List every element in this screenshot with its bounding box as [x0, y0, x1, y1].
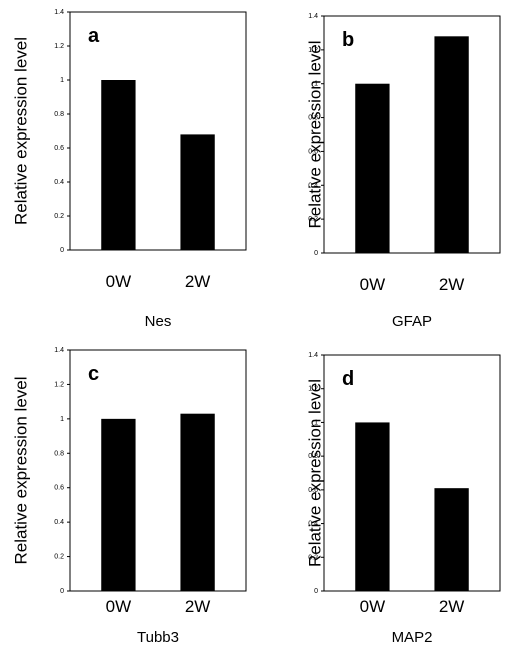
x-axis-label: GFAP	[392, 313, 432, 330]
y-axis-label: Relative expression level	[11, 376, 30, 564]
plot-frame	[69, 11, 247, 251]
y-tick-label: 1.4	[54, 347, 64, 354]
bar-2w	[180, 413, 215, 591]
y-tick-label: 0.2	[308, 216, 318, 223]
y-tick-label: 0.4	[54, 519, 64, 526]
chart-panel-a: 0 0.2 0.4 0.6 0.8 1 1.2 1.4 0W 2W a Relative expres…	[11, 9, 247, 330]
y-tick-label: 1.4	[54, 9, 64, 16]
x-axis-label: MAP2	[392, 629, 433, 646]
y-tick-label: 0.6	[308, 148, 318, 155]
y-tick-label: 1.2	[308, 47, 318, 54]
x-category-label: 2W	[185, 597, 211, 616]
y-tick-label: 0.2	[54, 213, 64, 220]
panel-letter: b	[342, 29, 354, 51]
panel-letter: c	[88, 363, 99, 385]
plot-frame	[323, 354, 501, 592]
y-tick-label: 1	[314, 419, 318, 426]
y-tick-label: 0.4	[308, 182, 318, 189]
x-category-label: 0W	[360, 597, 386, 616]
y-axis-label: Relative expression level	[11, 37, 30, 225]
y-tick-label: 0	[60, 588, 64, 595]
chart-panel-d: 0 0.2 0.4 0.6 0.8 1 1.2 1.4 0W 2W d Relative expres…	[305, 352, 501, 646]
y-tick-label: 0.8	[54, 111, 64, 118]
bar-2w	[434, 488, 469, 591]
y-tick-label: 0.8	[308, 453, 318, 460]
bar-0w	[101, 418, 136, 591]
y-tick-label: 1.2	[54, 381, 64, 388]
y-tick-label: 0.2	[54, 554, 64, 561]
y-tick-label: 1	[60, 416, 64, 423]
y-tick-label: 0	[60, 247, 64, 254]
y-tick-label: 0.8	[54, 450, 64, 457]
chart-panel-b: 0 0.2 0.4 0.6 0.8 1 1.2 1.4 0W 2W b Relative expres…	[305, 13, 501, 330]
x-category-label: 0W	[106, 272, 132, 291]
y-axis-label: Relative expression level	[305, 379, 324, 567]
y-tick-label: 0.4	[54, 179, 64, 186]
x-category-label: 2W	[439, 275, 465, 294]
y-tick-label: 0.6	[308, 487, 318, 494]
y-tick-label: 1.4	[308, 352, 318, 359]
plot-frame	[69, 349, 247, 592]
bar-0w	[101, 80, 136, 250]
x-axis-label: Tubb3	[137, 629, 179, 646]
y-axis-label: Relative expression level	[305, 40, 324, 228]
x-category-label: 0W	[360, 275, 386, 294]
bar-2w	[434, 36, 469, 253]
y-tick-label: 0.6	[54, 485, 64, 492]
y-tick-label: 0	[314, 250, 318, 257]
y-tick-label: 1.4	[308, 13, 318, 20]
chart-panel-c: 0 0.2 0.4 0.6 0.8 1 1.2 1.4 0W 2W c Relative expres…	[11, 347, 247, 646]
bar-0w	[355, 422, 390, 591]
y-tick-label: 1	[314, 81, 318, 88]
panel-letter: a	[88, 25, 100, 47]
panel-letter: d	[342, 368, 354, 390]
x-category-label: 2W	[439, 597, 465, 616]
bar-0w	[355, 83, 390, 253]
plot-frame	[323, 15, 501, 254]
bar-2w	[180, 134, 215, 250]
y-tick-label: 0.2	[308, 554, 318, 561]
y-tick-label: 0.4	[308, 521, 318, 528]
y-tick-label: 1.2	[308, 386, 318, 393]
x-axis-label: Nes	[145, 313, 172, 330]
x-category-label: 0W	[106, 597, 132, 616]
x-category-label: 2W	[185, 272, 211, 291]
y-tick-label: 0.8	[308, 115, 318, 122]
y-tick-label: 1.2	[54, 43, 64, 50]
y-tick-label: 0.6	[54, 145, 64, 152]
y-tick-label: 0	[314, 588, 318, 595]
y-tick-label: 1	[60, 77, 64, 84]
